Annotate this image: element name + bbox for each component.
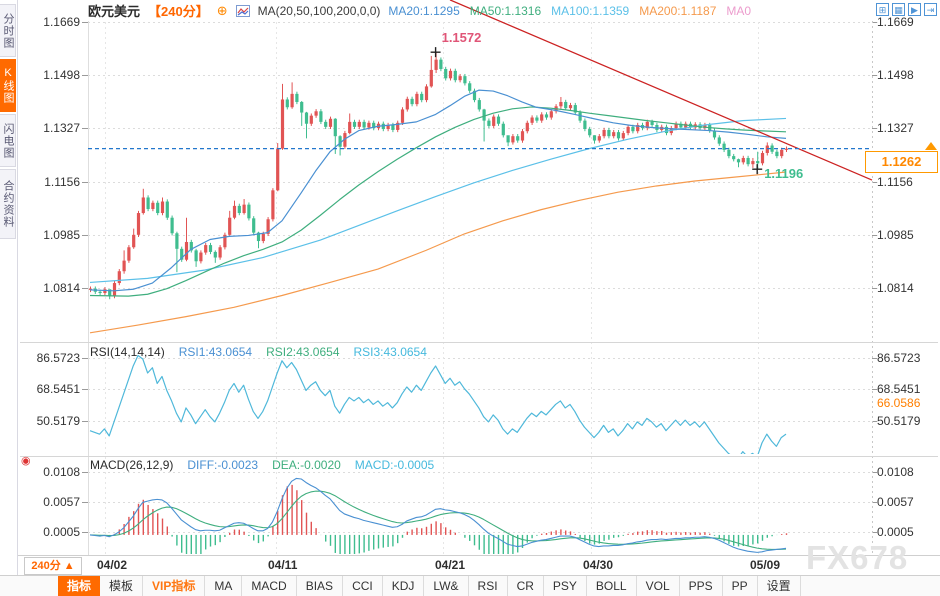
toolbar-item-pps[interactable]: PPS	[680, 576, 723, 596]
toolbar-item-boll[interactable]: BOLL	[587, 576, 637, 596]
toolbar-item-templates[interactable]: 模板	[100, 576, 144, 596]
y-axis-label: 66.0586	[877, 395, 921, 410]
y-axis-label: 1.1156	[877, 174, 913, 189]
period-dropdown[interactable]: 240分 ▲	[24, 557, 82, 575]
toolbar-item-cr[interactable]: CR	[508, 576, 544, 596]
rsi-values-group: RSI1:43.0654 RSI2:43.0654 RSI3:43.0654	[179, 345, 427, 359]
toolbar-item-bias[interactable]: BIAS	[297, 576, 344, 596]
rsi-value-label: RSI1:43.0654	[178, 345, 253, 359]
window-layout-icons: ⊞ ▦ ▶ ⇥	[876, 3, 937, 16]
rsi-value-label: RSI2:43.0654	[266, 345, 340, 359]
rsi-title: RSI(14,14,14)	[90, 345, 165, 359]
y-axis-label: 50.5179	[28, 413, 80, 428]
pane-split-icon[interactable]: ⊞	[876, 3, 889, 16]
high-price-annotation: 1.1572	[441, 30, 482, 46]
watermark: FX678	[806, 539, 909, 576]
toolbar-item-lwr[interactable]: LW&	[424, 576, 469, 596]
toolbar-item-vip-indicators[interactable]: VIP指标	[143, 576, 206, 596]
toolbar-item-psy[interactable]: PSY	[544, 576, 587, 596]
sidebar-tab-lightning-chart[interactable]: 闪电图	[0, 114, 16, 167]
macd-title: MACD(26,12,9)	[90, 458, 174, 472]
y-axis-label: 50.5179	[877, 413, 921, 428]
toolbar-item-macd[interactable]: MACD	[242, 576, 297, 596]
sidebar-tab-time-chart[interactable]: 分时图	[0, 4, 16, 57]
chart-type-sidebar: 分时图 K线图闪电图合约资料	[0, 0, 18, 575]
macd-panel-header: MACD(26,12,9) DIFF:-0.0023 DEA:-0.0020 MAC…	[90, 458, 434, 472]
y-axis-label: 0.0108	[28, 465, 80, 479]
ma-value-label: MA100:1.1359	[551, 3, 630, 18]
macd-values-group: DIFF:-0.0023 DEA:-0.0020 MACD:-0.0005	[187, 458, 434, 472]
sidebar-tab-candlestick-chart[interactable]: K线图	[0, 59, 16, 112]
y-axis-label: 1.0814	[877, 281, 914, 296]
y-axis-label: 1.1669	[877, 15, 914, 29]
y-axis-label: 1.1327	[28, 121, 80, 136]
y-axis-label: 68.5451	[28, 382, 80, 397]
y-axis-label: 1.1327	[877, 121, 914, 136]
pane-grid-icon[interactable]: ▦	[892, 3, 905, 16]
toolbar-item-kdj[interactable]: KDJ	[383, 576, 425, 596]
toolbar-item-pp[interactable]: PP	[723, 576, 758, 596]
y-axis-label: 1.1498	[28, 68, 80, 83]
ma-value-label: MA200:1.1187	[639, 3, 717, 18]
y-axis-label: 1.1669	[28, 15, 80, 29]
toolbar-item-vol[interactable]: VOL	[637, 576, 680, 596]
rsi-panel-header: RSI(14,14,14) RSI1:43.0654 RSI2:43.0654 RS…	[90, 345, 427, 359]
pane-collapse-icon[interactable]: ⇥	[924, 3, 937, 16]
date-label: 05/09	[750, 558, 781, 572]
y-axis-label: 0.0057	[28, 494, 80, 509]
y-axis-label: 1.0814	[28, 281, 80, 296]
toolbar-item-cci[interactable]: CCI	[343, 576, 383, 596]
last-price-badge: 1.1262	[865, 151, 938, 173]
ma-value-label: MA0	[726, 3, 752, 18]
toolbar-item-settings[interactable]: 设置	[758, 576, 801, 596]
y-axis-label: 68.5451	[877, 382, 921, 397]
date-label: 04/30	[583, 558, 614, 572]
y-axis-label: 1.0985	[28, 227, 80, 242]
macd-value-label: DEA:-0.0020	[272, 458, 341, 472]
y-axis-label: 1.0985	[877, 227, 914, 242]
price-up-arrow-icon	[925, 142, 937, 150]
add-indicator-icon[interactable]: ⊕	[216, 3, 228, 18]
date-label: 04/11	[268, 558, 298, 572]
rsi-value-label: RSI3:43.0654	[353, 345, 427, 359]
mini-chart-icon	[235, 4, 250, 17]
toolbar-item-ma[interactable]: MA	[205, 576, 243, 596]
ma-value-label: MA50:1.1316	[469, 3, 542, 18]
macd-value-label: MACD:-0.0005	[354, 458, 435, 472]
y-axis-label: 0.0057	[877, 494, 914, 509]
y-axis-label: 0.0108	[877, 465, 914, 479]
y-axis-label: 1.1156	[28, 174, 80, 189]
date-label: 04/21	[435, 558, 466, 572]
y-axis-label: 86.5723	[877, 351, 921, 365]
period-selector[interactable]: 【240分】	[148, 4, 209, 19]
toolbar-item-indicators[interactable]: 指标	[58, 576, 101, 596]
y-axis-label: 1.1498	[877, 68, 914, 83]
indicator-settings-icon[interactable]: ◉	[21, 455, 31, 467]
macd-value-label: DIFF:-0.0023	[187, 458, 259, 472]
y-axis-label: 0.0005	[877, 524, 914, 539]
ma-values-group: MA20:1.1295 MA50:1.1316 MA100:1.1359 MA200:…	[388, 4, 751, 18]
low-price-annotation: 1.1196	[764, 166, 804, 182]
ma-settings-label: MA(20,50,100,200,0,0)	[257, 3, 381, 18]
y-axis-label: 0.0005	[28, 524, 80, 539]
pane-play-icon[interactable]: ▶	[908, 3, 921, 16]
ma-value-label: MA20:1.1295	[388, 3, 460, 18]
date-label: 04/02	[97, 558, 128, 572]
y-axis-label: 86.5723	[28, 351, 80, 365]
chart-header: 欧元美元 【240分】 ⊕ MA(20,50,100,200,0,0) MA20…	[88, 2, 751, 20]
bottom-toolbar: 指标 模板 VIP指标 MA MACD BIAS CCI KDJ LW& RSI CR PSY BOLL…	[0, 575, 940, 596]
sidebar-tab-contract-info[interactable]: 合约资料	[0, 169, 16, 239]
symbol-name: 欧元美元	[88, 4, 141, 19]
toolbar-item-rsi[interactable]: RSI	[469, 576, 508, 596]
